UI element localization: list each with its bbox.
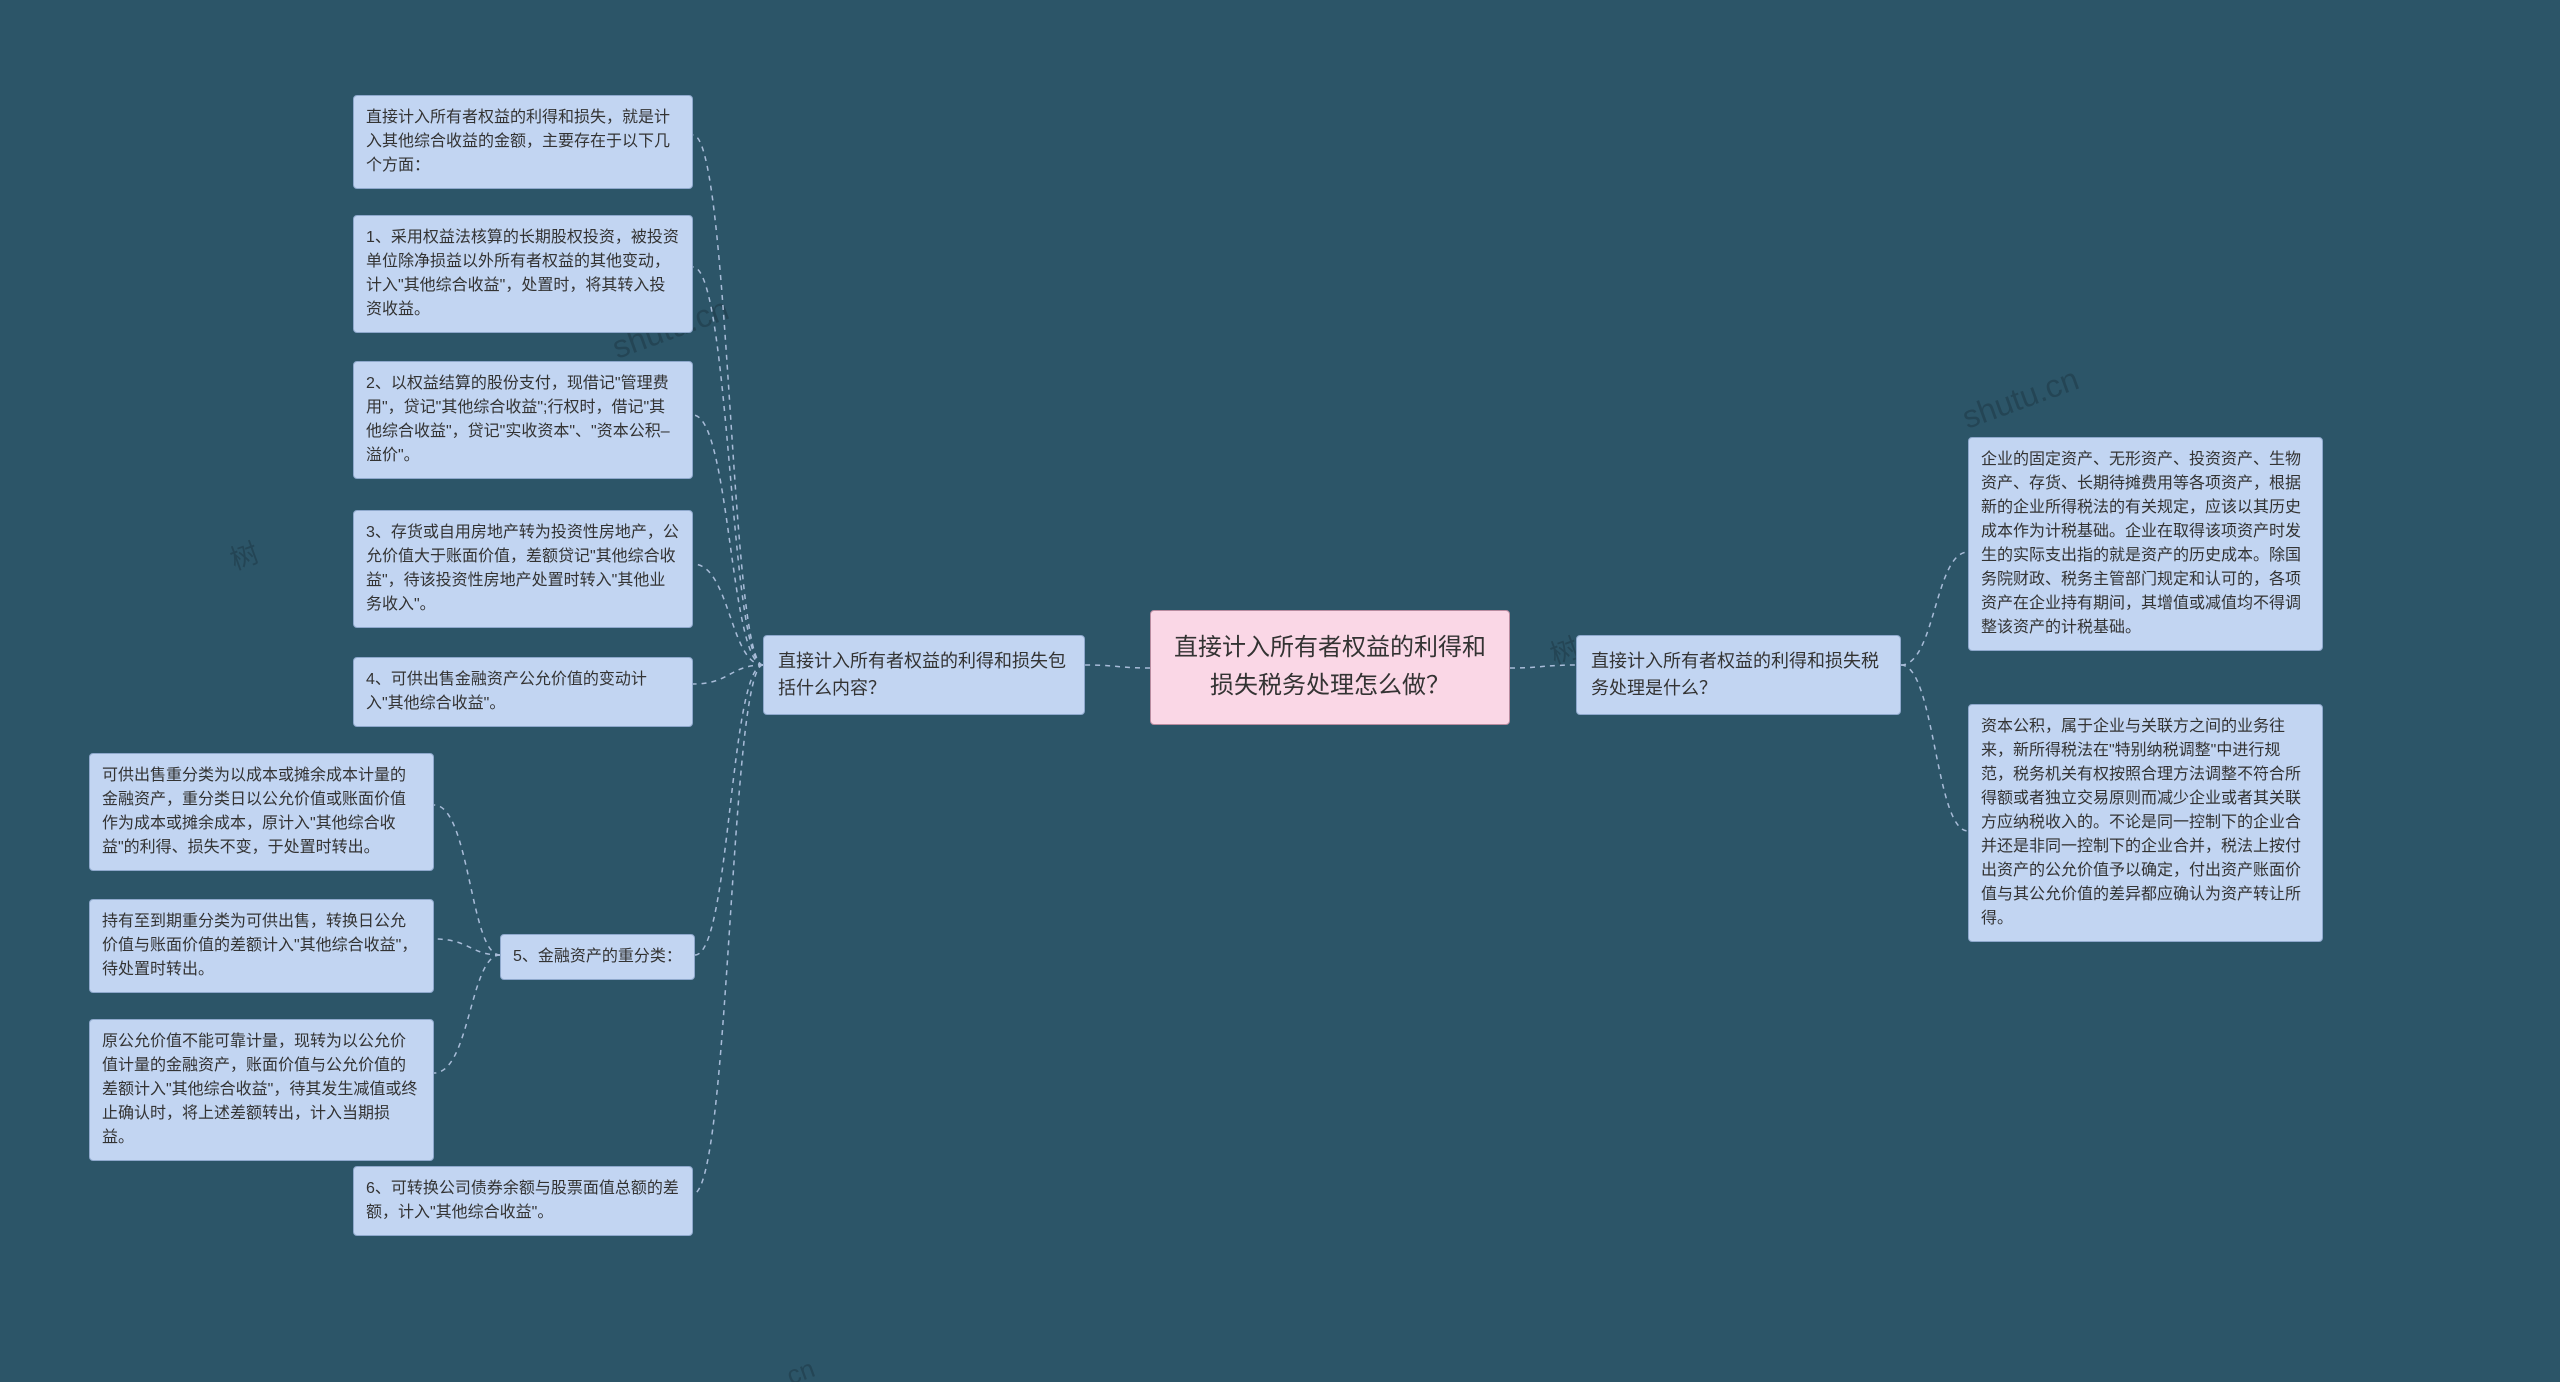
watermark: shutu.cn [1957,360,2083,436]
center-node: 直接计入所有者权益的利得和损失税务处理怎么做？ [1150,610,1510,725]
left-leaf-7: 6、可转换公司债券余额与股票面值总额的差额，计入"其他综合收益"。 [353,1166,693,1236]
left-leaf-6: 5、金融资产的重分类： [500,934,695,980]
left-leaf-5: 4、可供出售金融资产公允价值的变动计入"其他综合收益"。 [353,657,693,727]
left-leaf-4: 3、存货或自用房地产转为投资性房地产，公允价值大于账面价值，差额贷记"其他综合收… [353,510,693,628]
watermark: 树 [224,531,264,578]
right-leaf-2: 资本公积，属于企业与关联方之间的业务往来，新所得税法在"特别纳税调整"中进行规范… [1968,704,2323,942]
right-leaf-1: 企业的固定资产、无形资产、投资资产、生物资产、存货、长期待摊费用等各项资产，根据… [1968,437,2323,651]
watermark: .cn [776,1353,819,1382]
right-branch-node: 直接计入所有者权益的利得和损失税务处理是什么？ [1576,635,1901,715]
left-leaf-1: 直接计入所有者权益的利得和损失，就是计入其他综合收益的金额，主要存在于以下几个方… [353,95,693,189]
left-branch-node: 直接计入所有者权益的利得和损失包括什么内容？ [763,635,1085,715]
left-leaf-2: 1、采用权益法核算的长期股权投资，被投资单位除净损益以外所有者权益的其他变动，计… [353,215,693,333]
left-leaf-6a: 可供出售重分类为以成本或摊余成本计量的金融资产，重分类日以公允价值或账面价值作为… [89,753,434,871]
left-leaf-3: 2、以权益结算的股份支付，现借记"管理费用"，贷记"其他综合收益";行权时，借记… [353,361,693,479]
left-leaf-6c: 原公允价值不能可靠计量，现转为以公允价值计量的金融资产，账面价值与公允价值的差额… [89,1019,434,1161]
left-leaf-6b: 持有至到期重分类为可供出售，转换日公允价值与账面价值的差额计入"其他综合收益"，… [89,899,434,993]
